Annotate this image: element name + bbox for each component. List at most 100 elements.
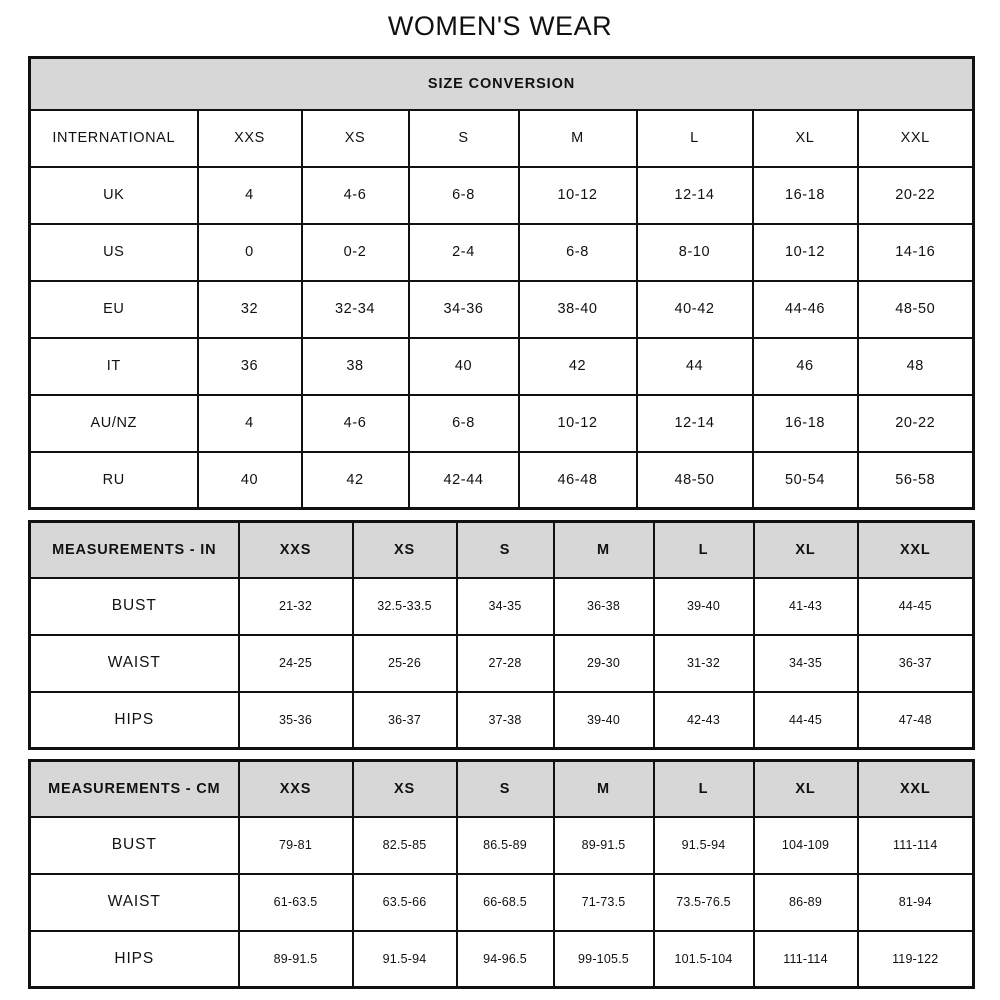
column-header-international: INTERNATIONAL [28, 108, 199, 168]
column-header-xxl: XXL [856, 520, 975, 579]
measurements-in-header-row: MEASUREMENTS - IN XXS XS S M L XL XXL [28, 520, 975, 579]
column-header-xs: XS [351, 520, 458, 579]
table-row: WAIST 61-63.5 63.5-66 66-68.5 71-73.5 73.5-76… [28, 872, 975, 932]
cell-value: 31-32 [652, 633, 755, 693]
size-conversion-header-row: INTERNATIONAL XXS XS S M L XL XXL [28, 108, 975, 168]
cell-value: 39-40 [652, 576, 755, 636]
cell-value: 35-36 [237, 690, 354, 750]
cell-value: 6-8 [517, 222, 638, 282]
cell-value: 21-32 [237, 576, 354, 636]
row-label-ru: RU [28, 450, 199, 510]
cell-value: 12-14 [635, 393, 754, 453]
cell-value: 32-34 [300, 279, 410, 339]
table-row: BUST 21-32 32.5-33.5 34-35 36-38 39-40 41-43 44… [28, 576, 975, 636]
column-header-xxs: XXS [237, 759, 354, 818]
cell-value: 2-4 [407, 222, 520, 282]
cell-value: 63.5-66 [351, 872, 458, 932]
table-row: HIPS 89-91.5 91.5-94 94-96.5 99-105.5 101.5-1… [28, 929, 975, 989]
row-label-bust: BUST [28, 815, 240, 875]
cell-value: 71-73.5 [552, 872, 655, 932]
cell-value: 4 [196, 165, 303, 225]
cell-value: 8-10 [635, 222, 754, 282]
column-header-m: M [552, 520, 655, 579]
table-row: EU 32 32-34 34-36 38-40 40-42 44-46 48-50 [28, 279, 975, 339]
cell-value: 34-35 [752, 633, 859, 693]
cell-value: 42 [517, 336, 638, 396]
cell-value: 44-46 [751, 279, 859, 339]
table-row: US 0 0-2 2-4 6-8 8-10 10-12 14-16 [28, 222, 975, 282]
cell-value: 4-6 [300, 393, 410, 453]
cell-value: 0 [196, 222, 303, 282]
cell-value: 42-44 [407, 450, 520, 510]
size-conversion-table: SIZE CONVERSION INTERNATIONAL XXS XS S M L XL XX… [28, 56, 975, 510]
cell-value: 48-50 [856, 279, 975, 339]
cell-value: 4 [196, 393, 303, 453]
column-header-xs: XS [351, 759, 458, 818]
column-header-xl: XL [752, 520, 859, 579]
cell-value: 86-89 [752, 872, 859, 932]
cell-value: 81-94 [856, 872, 975, 932]
cell-value: 48 [856, 336, 975, 396]
cell-value: 37-38 [455, 690, 555, 750]
cell-value: 73.5-76.5 [652, 872, 755, 932]
measurements-cm-table: MEASUREMENTS - CM XXS XS S M L XL XXL BUST 79-81… [28, 759, 975, 989]
cell-value: 89-91.5 [237, 929, 354, 989]
cell-value: 40 [196, 450, 303, 510]
column-header-xxl: XXL [856, 108, 975, 168]
cell-value: 61-63.5 [237, 872, 354, 932]
cell-value: 79-81 [237, 815, 354, 875]
cell-value: 16-18 [751, 165, 859, 225]
cell-value: 0-2 [300, 222, 410, 282]
column-header-xxs: XXS [237, 520, 354, 579]
table-row: UK 4 4-6 6-8 10-12 12-14 16-18 20-22 [28, 165, 975, 225]
row-label-eu: EU [28, 279, 199, 339]
cell-value: 89-91.5 [552, 815, 655, 875]
cell-value: 36-38 [552, 576, 655, 636]
cell-value: 42-43 [652, 690, 755, 750]
cell-value: 4-6 [300, 165, 410, 225]
cell-value: 36-37 [351, 690, 458, 750]
cell-value: 104-109 [752, 815, 859, 875]
cell-value: 29-30 [552, 633, 655, 693]
table-row: BUST 79-81 82.5-85 86.5-89 89-91.5 91.5-94 104… [28, 815, 975, 875]
size-conversion-banner: SIZE CONVERSION [28, 56, 975, 111]
cell-value: 10-12 [751, 222, 859, 282]
cell-value: 44-45 [752, 690, 859, 750]
cell-value: 91.5-94 [351, 929, 458, 989]
cell-value: 10-12 [517, 393, 638, 453]
column-header-xxs: XXS [196, 108, 303, 168]
cell-value: 12-14 [635, 165, 754, 225]
cell-value: 99-105.5 [552, 929, 655, 989]
cell-value: 42 [300, 450, 410, 510]
cell-value: 44-45 [856, 576, 975, 636]
column-header-xs: XS [300, 108, 410, 168]
column-header-l: L [652, 520, 755, 579]
cell-value: 48-50 [635, 450, 754, 510]
cell-value: 44 [635, 336, 754, 396]
cell-value: 6-8 [407, 165, 520, 225]
cell-value: 101.5-104 [652, 929, 755, 989]
cell-value: 20-22 [856, 393, 975, 453]
table-row: IT 36 38 40 42 44 46 48 [28, 336, 975, 396]
cell-value: 47-48 [856, 690, 975, 750]
row-label-waist: WAIST [28, 633, 240, 693]
cell-value: 34-35 [455, 576, 555, 636]
column-header-s: S [455, 759, 555, 818]
cell-value: 41-43 [752, 576, 859, 636]
cell-value: 111-114 [752, 929, 859, 989]
cell-value: 46-48 [517, 450, 638, 510]
cell-value: 94-96.5 [455, 929, 555, 989]
cell-value: 20-22 [856, 165, 975, 225]
cell-value: 32.5-33.5 [351, 576, 458, 636]
column-header-xl: XL [752, 759, 859, 818]
column-header-m: M [517, 108, 638, 168]
row-label-hips: HIPS [28, 690, 240, 750]
cell-value: 86.5-89 [455, 815, 555, 875]
cell-value: 50-54 [751, 450, 859, 510]
row-label-bust: BUST [28, 576, 240, 636]
cell-value: 66-68.5 [455, 872, 555, 932]
column-header-xxl: XXL [856, 759, 975, 818]
cell-value: 16-18 [751, 393, 859, 453]
cell-value: 36 [196, 336, 303, 396]
